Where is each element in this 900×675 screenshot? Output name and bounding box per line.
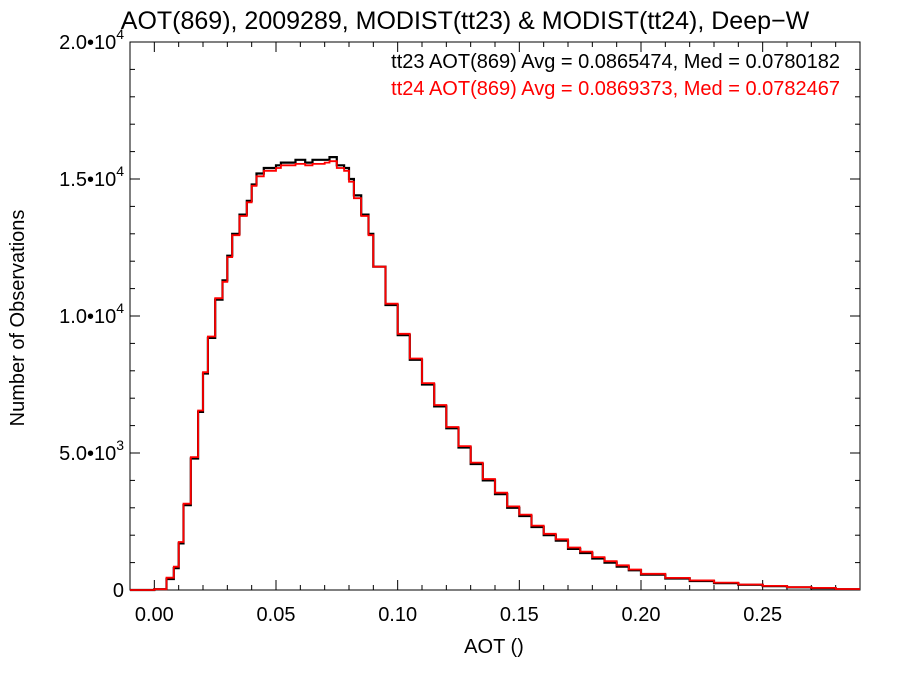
x-tick-label: 0.00 xyxy=(135,604,174,626)
y-tick-label: 1.0•104 xyxy=(59,300,124,328)
y-tick-label: 5.0•103 xyxy=(59,437,124,465)
x-axis-label: AOT () xyxy=(464,636,524,658)
stats-line: tt23 AOT(869) Avg = 0.0865474, Med = 0.0… xyxy=(391,51,840,73)
series-line-tt24 xyxy=(130,160,860,591)
y-axis: 0 5.0•103 1.0•104 1.5•104 2.0•104 xyxy=(59,26,860,602)
x-tick-label: 0.25 xyxy=(743,604,782,626)
stats-line: tt24 AOT(869) Avg = 0.0869373, Med = 0.0… xyxy=(391,78,840,100)
x-axis: 0.00 0.05 0.10 0.15 0.20 0.25 xyxy=(129,42,861,626)
y-tick-label: 1.5•104 xyxy=(59,163,124,191)
plot-border xyxy=(129,41,861,591)
x-tick-label: 0.10 xyxy=(378,604,417,626)
x-tick-label: 0.20 xyxy=(622,604,661,626)
series-layer xyxy=(130,156,860,592)
x-tick-label: 0.15 xyxy=(500,604,539,626)
y-tick-label: 2.0•104 xyxy=(59,26,124,54)
x-tick-label: 0.05 xyxy=(257,604,296,626)
y-tick-label: 0 xyxy=(113,580,124,602)
chart-title: AOT(869), 2009289, MODIST(tt23) & MODIST… xyxy=(121,7,810,35)
y-axis-label: Number of Observations xyxy=(7,210,29,427)
plot-frame xyxy=(129,41,861,591)
stats-legend: tt23 AOT(869) Avg = 0.0865474, Med = 0.0… xyxy=(391,51,840,100)
